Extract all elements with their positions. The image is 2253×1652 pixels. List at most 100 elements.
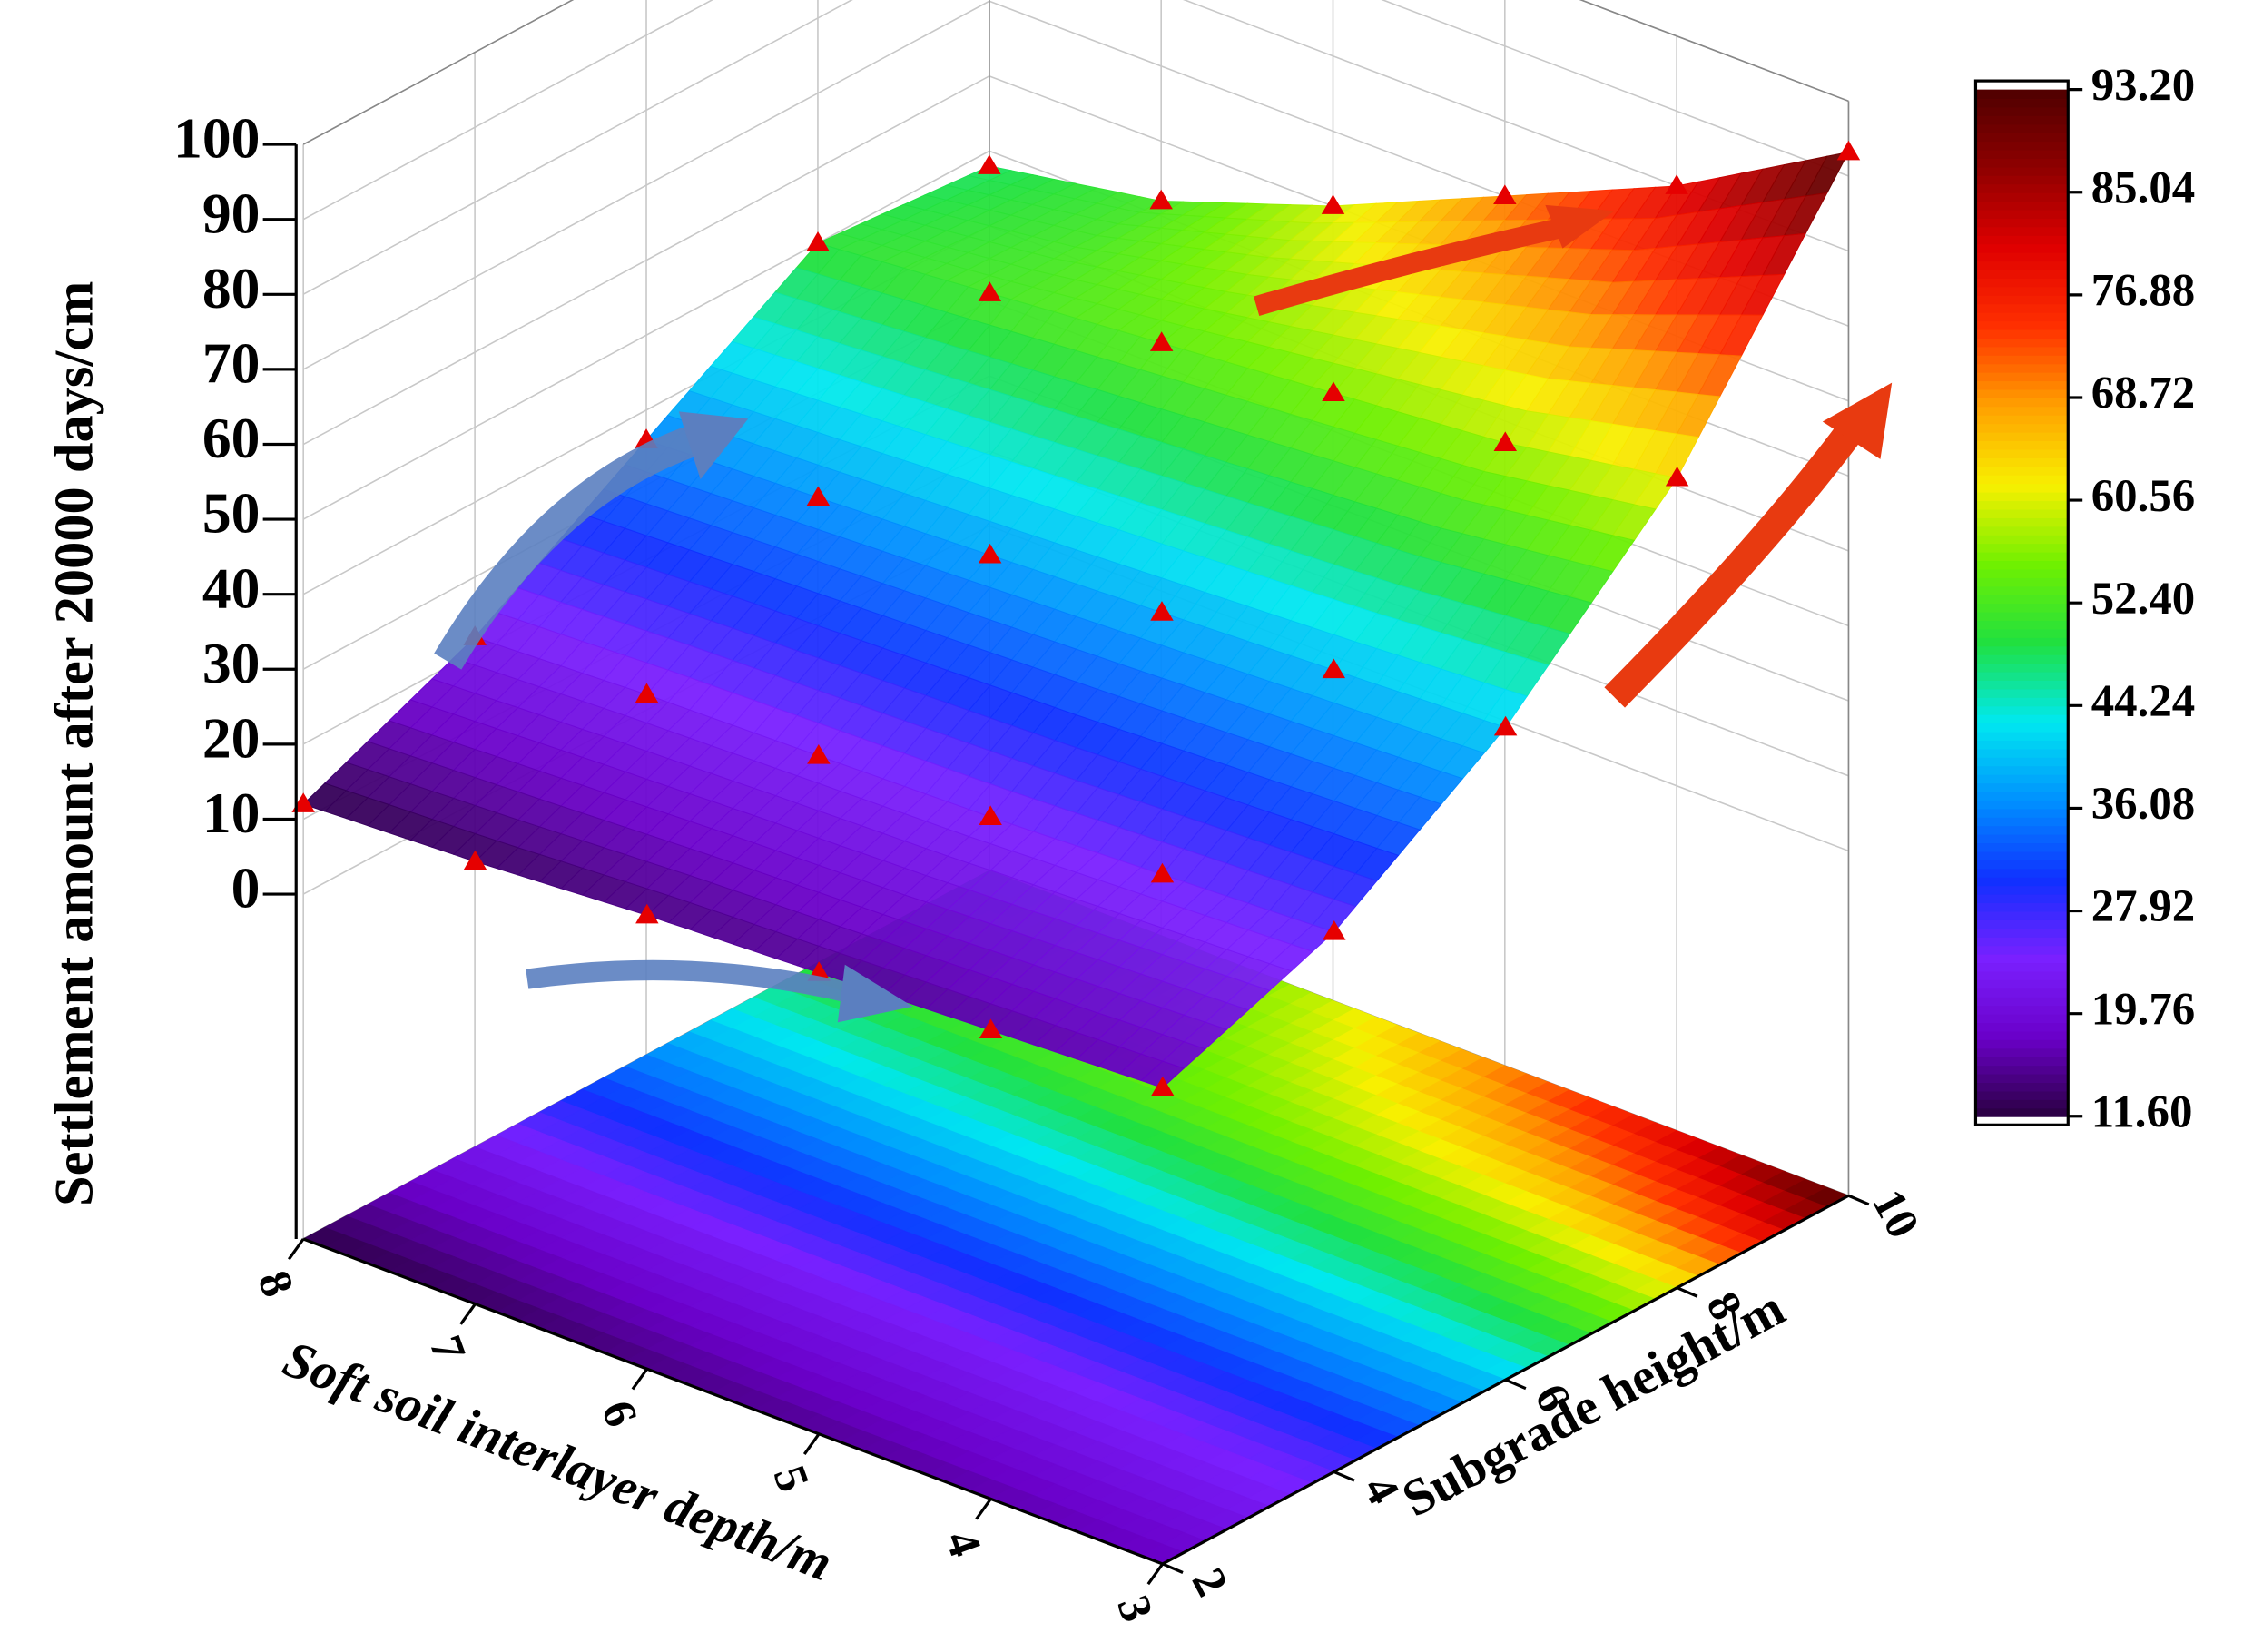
colorbar-slice bbox=[1975, 483, 2069, 493]
colorbar-slice bbox=[1975, 158, 2069, 168]
colorbar-slice bbox=[1975, 141, 2069, 151]
colorbar-slice bbox=[1975, 680, 2069, 690]
z-axis-label: Settlement amount after 20000 days/cm bbox=[44, 281, 104, 1206]
colorbar-slice bbox=[1975, 765, 2069, 775]
z-tick-label: 30 bbox=[202, 631, 261, 695]
colorbar-slice bbox=[1975, 406, 2069, 416]
data-point bbox=[1322, 658, 1346, 679]
y-tick bbox=[1847, 1194, 1870, 1206]
z-tick-label: 100 bbox=[173, 106, 260, 171]
colorbar-tick-label: 76.88 bbox=[2091, 266, 2196, 317]
arrow-head bbox=[837, 964, 913, 1023]
colorbar-slice bbox=[1975, 491, 2069, 502]
colorbar-slice bbox=[1975, 174, 2069, 185]
colorbar-slice bbox=[1975, 320, 2069, 330]
colorbar-slice bbox=[1975, 354, 2069, 365]
colorbar-slice bbox=[1975, 731, 2069, 741]
colorbar-slice bbox=[1975, 560, 2069, 570]
colorbar-tick-label: 44.24 bbox=[2091, 676, 2196, 727]
colorbar-slice bbox=[1975, 114, 2069, 125]
x-tick-label: 6 bbox=[591, 1394, 646, 1433]
box-edge bbox=[302, 0, 1849, 145]
colorbar-slice bbox=[1975, 603, 2069, 613]
x-tick-label: 7 bbox=[419, 1329, 475, 1368]
colorbar-slice bbox=[1975, 543, 2069, 553]
colorbar-slice bbox=[1975, 448, 2069, 458]
colorbar-slice bbox=[1975, 1073, 2069, 1084]
colorbar-slice bbox=[1975, 756, 2069, 767]
grid-line bbox=[302, 0, 1849, 295]
x-tick-label: 3 bbox=[1107, 1589, 1162, 1628]
colorbar-slice bbox=[1975, 1047, 2069, 1057]
z-tick-label: 40 bbox=[202, 556, 261, 620]
surface bbox=[302, 151, 1850, 1088]
x-tick bbox=[459, 1303, 477, 1325]
colorbar-slice bbox=[1975, 663, 2069, 673]
colorbar-slice bbox=[1975, 851, 2069, 860]
y-tick bbox=[1504, 1378, 1527, 1391]
data-point bbox=[463, 850, 487, 870]
colorbar-slice bbox=[1975, 842, 2069, 852]
colorbar-slice bbox=[1975, 713, 2069, 724]
x-tick bbox=[287, 1238, 305, 1261]
colorbar-slice bbox=[1975, 226, 2069, 236]
colorbar-tick-label: 68.72 bbox=[2091, 369, 2196, 419]
data-point bbox=[1836, 140, 1861, 161]
data-point bbox=[978, 154, 1001, 174]
colorbar-slice bbox=[1975, 261, 2069, 270]
colorbar-slice bbox=[1975, 440, 2069, 450]
colorbar-tick-label: 60.56 bbox=[2091, 471, 2196, 522]
colorbar-slice bbox=[1975, 1038, 2069, 1049]
colorbar-slice bbox=[1975, 800, 2069, 810]
colorbar-slice bbox=[1975, 251, 2069, 262]
colorbar-slice bbox=[1975, 516, 2069, 527]
colorbar-slice bbox=[1975, 466, 2069, 476]
data-point bbox=[1149, 331, 1174, 351]
y-tick-label: 2 bbox=[1182, 1560, 1237, 1605]
colorbar-slice bbox=[1975, 962, 2069, 972]
colorbar-slice bbox=[1975, 1107, 2069, 1117]
colorbar-slice bbox=[1975, 876, 2069, 887]
colorbar-slice bbox=[1975, 1098, 2069, 1109]
data-point bbox=[1151, 1076, 1175, 1096]
colorbar-slice bbox=[1975, 1005, 2069, 1015]
colorbar-slice bbox=[1975, 363, 2069, 373]
colorbar-slice bbox=[1975, 568, 2069, 578]
x-tick-label: 4 bbox=[935, 1524, 990, 1563]
colorbar-tick-label: 93.20 bbox=[2091, 60, 2196, 111]
data-point bbox=[635, 683, 659, 703]
colorbar-slice bbox=[1975, 329, 2069, 339]
y-tick-label: 10 bbox=[1862, 1182, 1928, 1246]
colorbar-slice bbox=[1975, 1090, 2069, 1100]
arrows bbox=[434, 204, 1893, 1023]
colorbar-tick-label: 85.04 bbox=[2091, 162, 2196, 213]
colorbar-slice bbox=[1975, 970, 2069, 980]
colorbar-tick-label: 52.40 bbox=[2091, 574, 2196, 624]
colorbar-slice bbox=[1975, 936, 2069, 947]
colorbar-slice bbox=[1975, 859, 2069, 870]
data-point bbox=[1322, 381, 1345, 401]
data-point bbox=[1493, 715, 1518, 736]
colorbar-slice bbox=[1975, 945, 2069, 955]
colorbar-slice bbox=[1975, 346, 2069, 356]
colorbar-slice bbox=[1975, 201, 2069, 211]
data-point bbox=[979, 805, 1002, 826]
colorbar-slice bbox=[1975, 500, 2069, 510]
colorbar-slice bbox=[1975, 526, 2069, 536]
colorbar-slice bbox=[1975, 585, 2069, 595]
data-point bbox=[1493, 431, 1518, 451]
colorbar-slice bbox=[1975, 508, 2069, 518]
colorbar-slice bbox=[1975, 696, 2069, 707]
colorbar-slice bbox=[1975, 423, 2069, 433]
colorbar-slice bbox=[1975, 833, 2069, 844]
colorbar-slice bbox=[1975, 910, 2069, 920]
colorbar-slice bbox=[1975, 474, 2069, 485]
arrow bbox=[1254, 218, 1562, 316]
y-tick bbox=[1676, 1286, 1698, 1298]
colorbar-slice bbox=[1975, 286, 2069, 296]
colorbar-slice bbox=[1975, 816, 2069, 827]
data-point bbox=[806, 486, 831, 506]
colorbar-slice bbox=[1975, 1056, 2069, 1067]
colorbar-slice bbox=[1975, 106, 2069, 116]
colorbar-slice bbox=[1975, 645, 2069, 655]
